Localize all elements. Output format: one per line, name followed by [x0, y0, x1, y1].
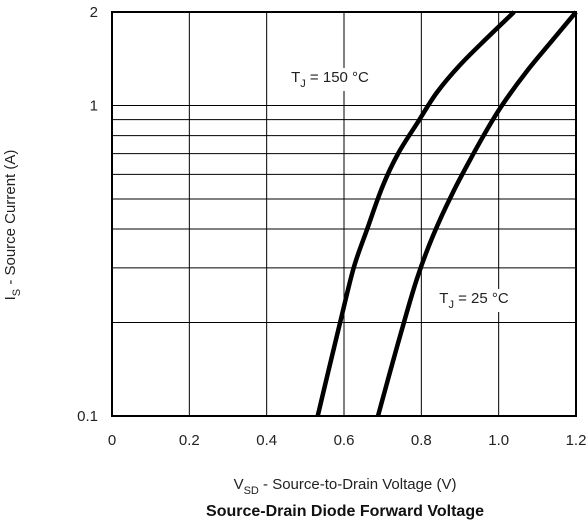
grid-layer — [111, 11, 577, 416]
x-tick-label: 0.2 — [179, 432, 200, 449]
series-line-150c — [315, 10, 516, 417]
x-tick-label: 1.0 — [488, 432, 509, 449]
y-tick-label: 0.1 — [77, 408, 98, 425]
x-tick-label: 0.8 — [411, 432, 432, 449]
x-tick-label: 0.4 — [256, 432, 277, 449]
y-tick-label: 1 — [90, 97, 98, 114]
plot-frame — [111, 11, 577, 417]
chart-title: Source-Drain Diode Forward Voltage — [206, 503, 484, 520]
label-background — [287, 68, 374, 91]
tick-layer: 0 0.2 0.4 0.6 0.8 1.0 1.2 0.1 1 2 — [77, 4, 586, 449]
series-label-150c: TJ = 150 °C — [291, 69, 369, 90]
x-tick-label: 1.2 — [566, 432, 587, 449]
x-tick-label: 0 — [108, 432, 116, 449]
series-label-25c: TJ = 25 °C — [439, 290, 509, 311]
series-layer — [315, 10, 578, 417]
label-background — [435, 289, 513, 312]
series-line-25c — [375, 10, 578, 417]
y-axis-title: IS - Source Current (A) — [2, 150, 23, 301]
x-tick-label: 0.6 — [334, 432, 355, 449]
y-tick-label: 2 — [90, 4, 98, 21]
x-axis-title: VSD - Source-to-Drain Voltage (V) — [234, 476, 457, 497]
